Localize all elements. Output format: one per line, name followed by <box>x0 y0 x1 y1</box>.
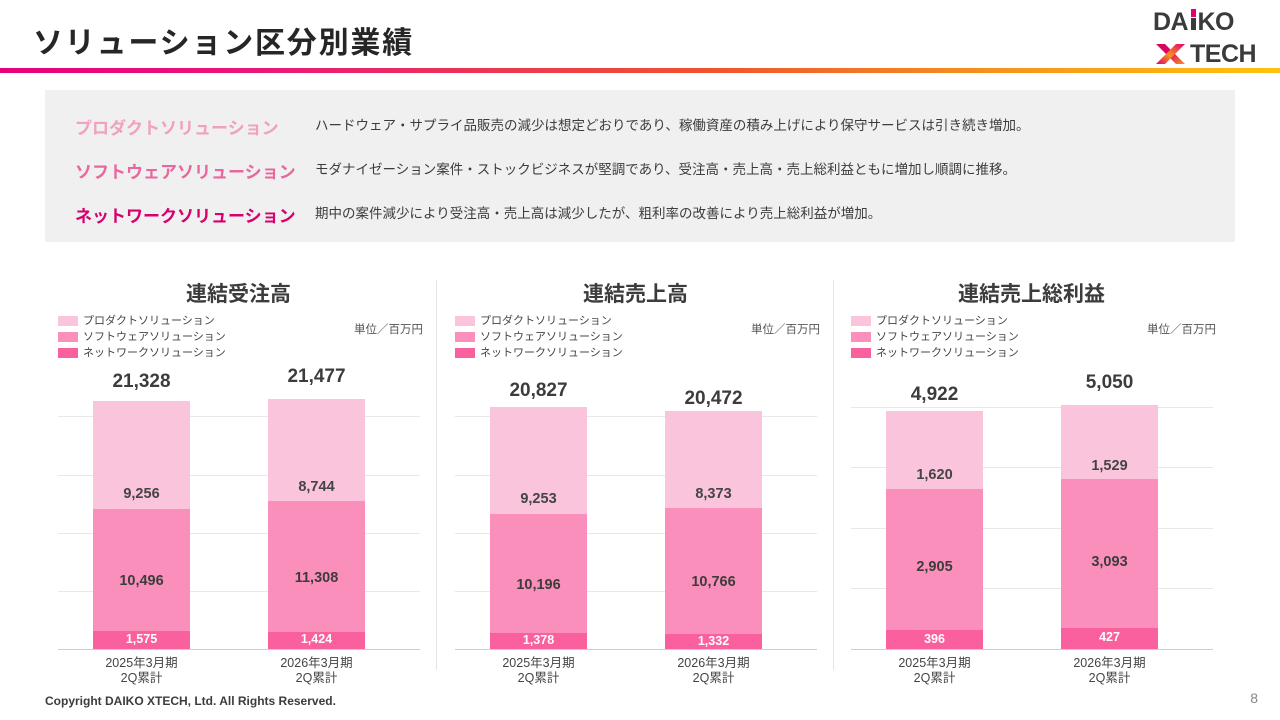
svg-text:DA: DA <box>1153 8 1189 36</box>
svg-text:KO: KO <box>1198 8 1235 36</box>
svg-text:TECH: TECH <box>1190 40 1256 66</box>
